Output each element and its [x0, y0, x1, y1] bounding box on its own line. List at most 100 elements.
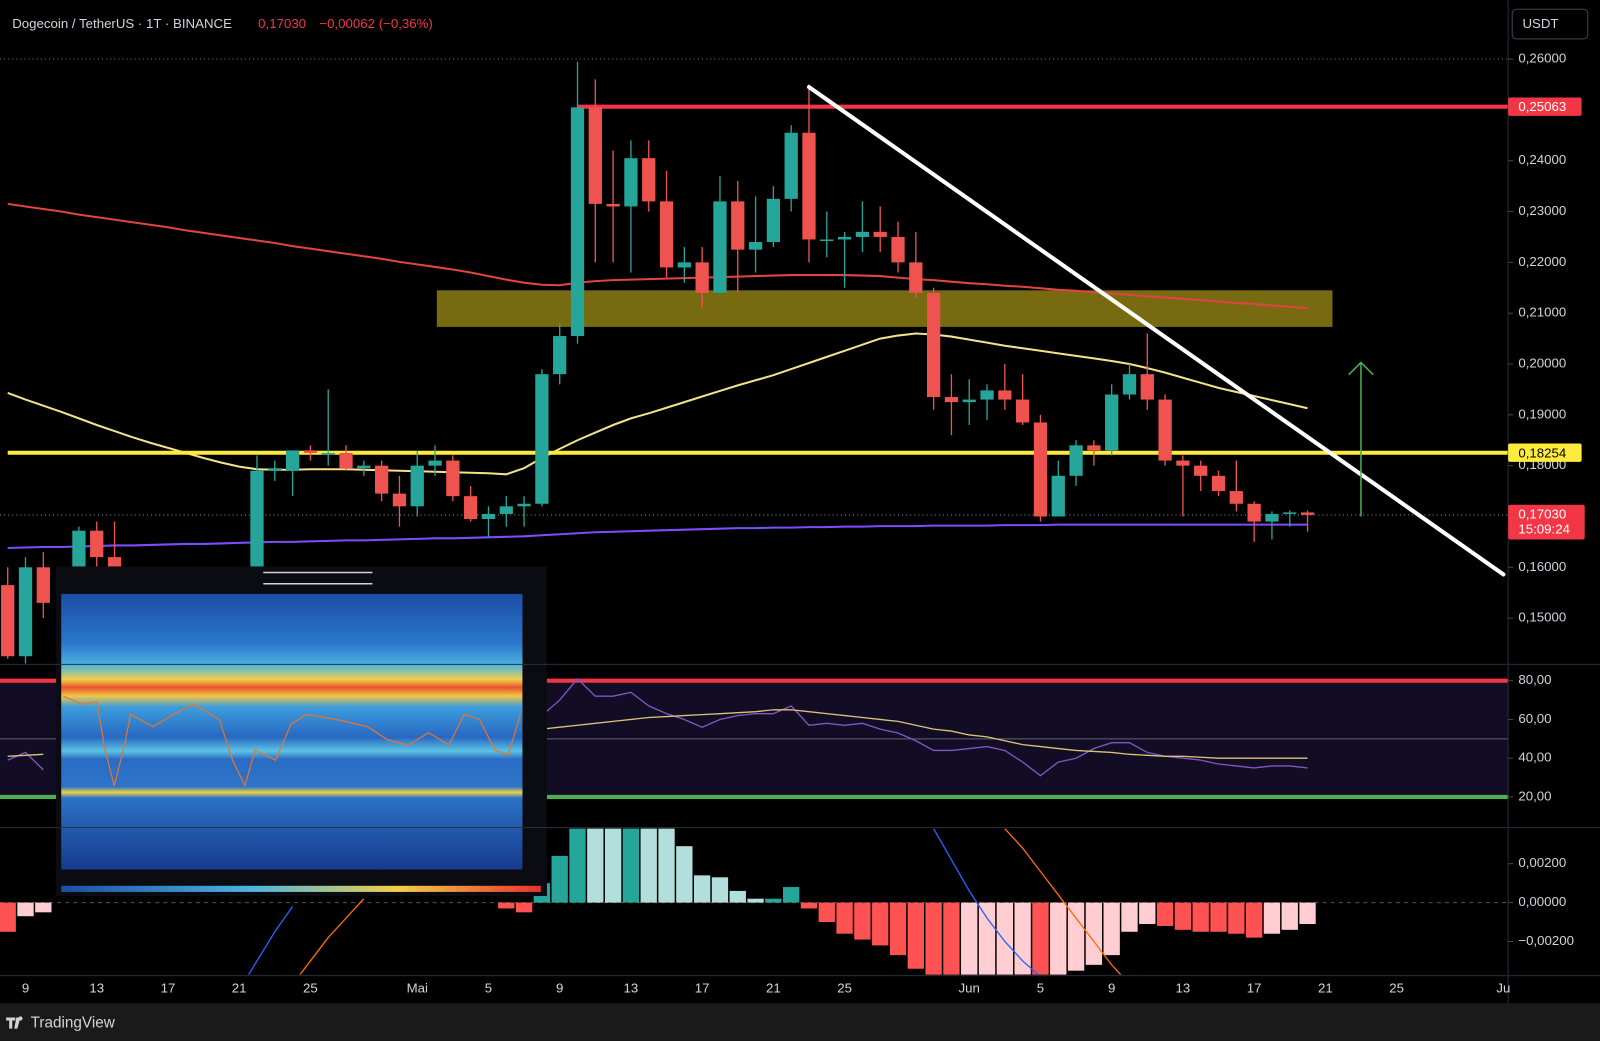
macd-line [299, 828, 1122, 975]
x-tick-label: 17 [1247, 980, 1262, 995]
inset-price-line [63, 695, 521, 788]
candle-body [1051, 475, 1065, 517]
moving-average [7, 202, 1308, 310]
footer-bar [0, 1003, 1600, 1041]
x-tick-label: 25 [1389, 980, 1404, 995]
histogram-bar [1050, 902, 1067, 975]
candle-body [18, 567, 33, 657]
candle-body [499, 506, 513, 514]
y-tick-label: 40,00 [1518, 750, 1551, 765]
histogram-bar [907, 902, 924, 969]
candle-body [1194, 465, 1208, 476]
x-tick-label: 9 [556, 980, 563, 995]
histogram-bar [35, 902, 52, 913]
x-tick-label: 9 [1108, 980, 1115, 995]
y-tick-label: 0,24000 [1518, 152, 1566, 167]
histogram-bar [1156, 902, 1174, 926]
histogram-bar [747, 898, 764, 903]
level-label-box [1508, 97, 1582, 116]
candle-body [1247, 503, 1261, 522]
header-change: −0,00062 (−0,36%) [319, 16, 432, 31]
y-tick-label: 0,21000 [1518, 305, 1566, 320]
candle-body [375, 465, 389, 494]
histogram-bar [872, 902, 889, 946]
candle-body [1140, 374, 1154, 400]
y-tick-label: 0,23000 [1518, 203, 1566, 218]
x-tick-label: 9 [22, 980, 29, 995]
candle-body [820, 239, 834, 242]
symbol-title: Dogecoin / TetherUS · 1T · BINANCE [12, 16, 232, 31]
y-tick-label: 0,22000 [1518, 254, 1566, 269]
currency-button[interactable] [1511, 8, 1589, 40]
level-label: 0,25063 [1518, 99, 1566, 114]
header-price: 0,17030 [258, 16, 306, 31]
rsi-line [7, 709, 1308, 759]
candle-body [250, 470, 264, 573]
y-tick-label: 0,00200 [1518, 855, 1566, 870]
candle-body [517, 503, 531, 507]
candle-body [1069, 445, 1083, 476]
candle-body [748, 242, 763, 250]
histogram-bar [604, 828, 622, 903]
support-zone [436, 290, 1333, 327]
candle-body [464, 496, 478, 520]
candle-body [677, 262, 691, 268]
histogram-bar [17, 902, 34, 917]
candle-body [766, 198, 780, 243]
arrow-head [1348, 361, 1374, 376]
x-tick-label: 13 [89, 980, 104, 995]
candle-body [410, 465, 424, 507]
histogram-bar [943, 902, 960, 975]
candle-body [1265, 513, 1279, 522]
candle-body [980, 390, 994, 400]
histogram-bar [1067, 902, 1085, 971]
level-label: 0,18254 [1518, 445, 1566, 460]
histogram-bar [765, 898, 782, 903]
x-tick-label: 25 [837, 980, 852, 995]
candle-body [339, 452, 353, 469]
heatmap-inset [56, 566, 547, 897]
x-tick-label: 5 [1037, 980, 1044, 995]
y-tick-label: 60,00 [1518, 711, 1551, 726]
histogram-bar [836, 902, 853, 934]
candle-body [998, 390, 1012, 400]
histogram-bar [1103, 902, 1120, 956]
histogram-bar [1085, 902, 1103, 965]
moving-average [7, 523, 1308, 550]
candle-body [1122, 374, 1137, 395]
histogram-bar [1192, 902, 1209, 932]
candle-body [606, 203, 620, 207]
candle-body [695, 262, 709, 293]
histogram-bar [658, 828, 675, 903]
x-tick-label: 21 [1318, 980, 1333, 995]
histogram-bar [1299, 902, 1316, 924]
currency-label[interactable]: USDT [1522, 16, 1558, 31]
histogram-bar [551, 855, 568, 903]
moving-average [7, 332, 1308, 476]
candle-body [36, 567, 50, 603]
candle-body [285, 450, 300, 471]
histogram-bar [640, 828, 657, 903]
histogram-bar [1281, 902, 1298, 930]
candle-body [268, 468, 282, 471]
candle-body [624, 158, 638, 207]
price-pane [0, 58, 1509, 664]
y-tick-label: −0,00200 [1518, 933, 1574, 948]
candle-body [731, 201, 745, 250]
brand-logo [6, 1016, 23, 1029]
histogram-bar [783, 887, 800, 903]
x-tick-label: 17 [695, 980, 710, 995]
x-tick-label: Ju [1496, 980, 1510, 995]
x-tick-label: 21 [232, 980, 247, 995]
histogram-bar [729, 890, 746, 903]
histogram-bar [1210, 902, 1227, 932]
candle-body [909, 262, 923, 293]
y-tick-label: 80,00 [1518, 672, 1551, 687]
inset-colorbar [61, 885, 541, 892]
macd-line [247, 828, 1040, 975]
histogram-bar [1245, 902, 1263, 938]
candle-body [535, 374, 549, 504]
rsi-line [7, 677, 1308, 777]
candle-body [428, 460, 442, 466]
histogram-bar [1228, 902, 1245, 934]
